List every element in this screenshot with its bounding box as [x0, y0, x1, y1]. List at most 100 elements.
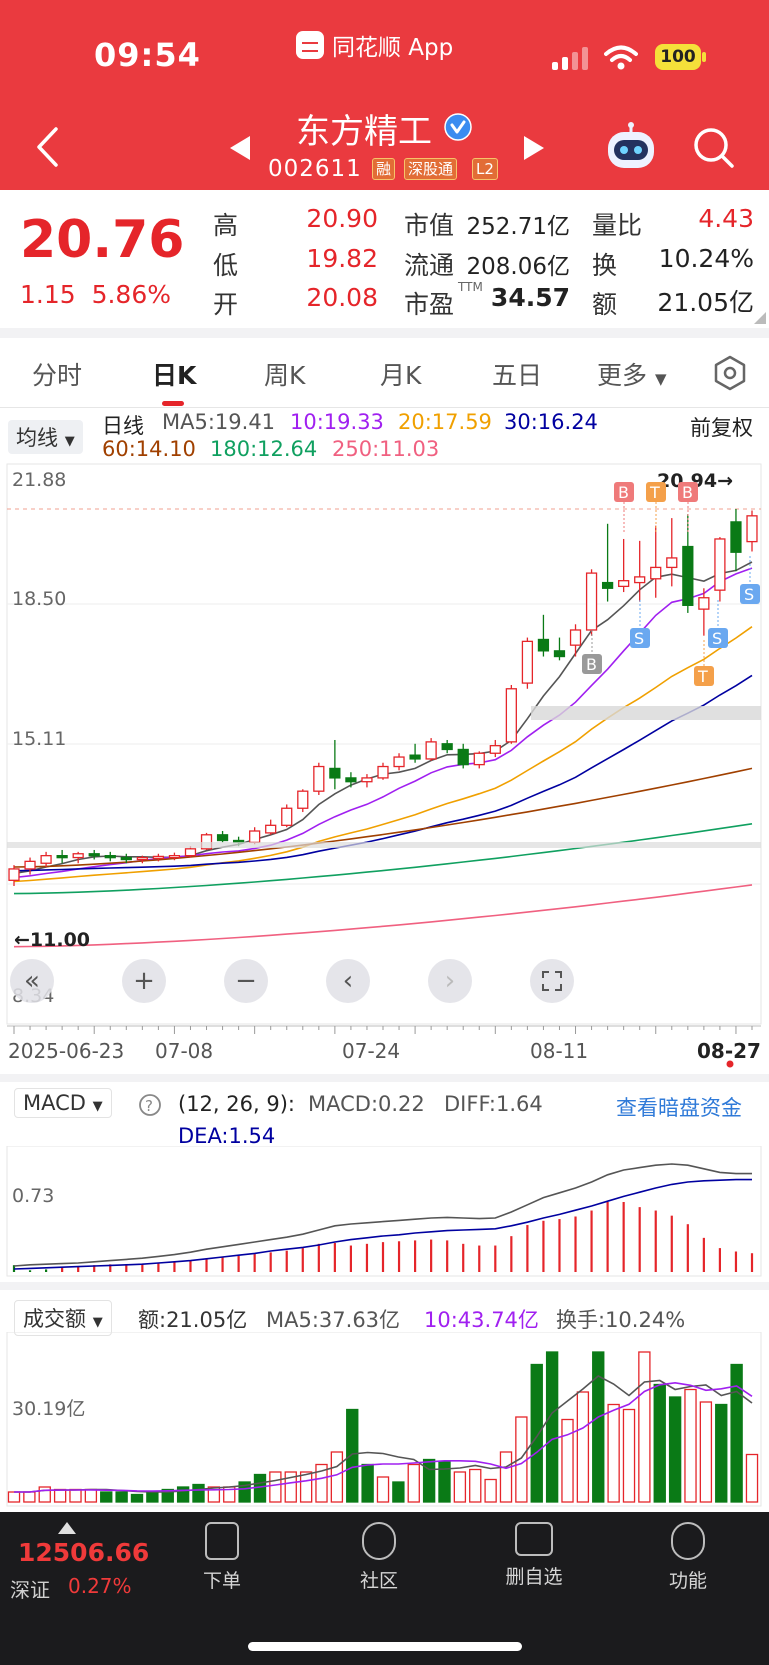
volume-bar	[561, 1418, 574, 1503]
ma180-legend: 180:12.64	[210, 437, 318, 461]
fullscreen-button[interactable]	[530, 959, 574, 1003]
candle-body	[682, 545, 694, 606]
candle-body	[521, 640, 534, 684]
functions-button[interactable]: 功能	[638, 1522, 738, 1593]
volume-bar	[715, 1403, 728, 1503]
tab-monthly-k[interactable]: 月K	[380, 361, 422, 390]
next-stock-icon[interactable]	[522, 134, 546, 162]
signal-t	[694, 666, 714, 686]
ma10-legend: 10:19.33	[290, 410, 384, 434]
macd-line	[13, 1178, 752, 1270]
header: 09:54 同花顺 App 100 东方精工 002611	[0, 0, 769, 190]
volume-ma5: MA5:37.63亿	[266, 1308, 401, 1332]
volume-amount: 额:21.05亿	[138, 1308, 248, 1332]
section-divider	[0, 328, 769, 338]
candle-body	[441, 743, 453, 751]
prev-stock-icon[interactable]	[228, 134, 252, 162]
volume-bar	[699, 1401, 713, 1503]
tab-more[interactable]: 更多 ▼	[597, 356, 667, 392]
volume-bar	[484, 1478, 497, 1503]
volratio-value: 4.43	[698, 204, 754, 233]
volume-dropdown[interactable]: 成交额 ▼	[14, 1300, 112, 1336]
tab-five-day[interactable]: 五日	[492, 361, 543, 390]
volume-bar	[361, 1463, 374, 1503]
amount-value: 21.05亿	[657, 288, 754, 317]
search-icon[interactable]	[692, 126, 736, 170]
amount-label: 额	[592, 290, 618, 319]
volume-bar	[192, 1483, 205, 1503]
zoom-out-button[interactable]: −	[224, 959, 268, 1003]
help-icon[interactable]: ?	[138, 1093, 162, 1117]
candle-body	[650, 566, 662, 580]
candle-body	[569, 629, 582, 646]
community-button[interactable]: 社区	[329, 1522, 429, 1593]
candle-body	[618, 580, 630, 588]
volume-bar	[23, 1491, 36, 1503]
indicator-dropdown[interactable]: 均线 ▼	[8, 420, 83, 454]
candle-body	[457, 748, 469, 766]
order-button[interactable]: 下单	[172, 1522, 272, 1593]
level2-tag: L2	[472, 158, 498, 180]
tab-weekly-k[interactable]: 周K	[264, 361, 306, 390]
remove-watchlist-button[interactable]: 删自选	[484, 1522, 584, 1589]
candle-body	[104, 855, 116, 859]
candle-body	[714, 538, 726, 591]
back-icon[interactable]	[34, 126, 60, 168]
signal-s	[740, 584, 760, 604]
pan-right-button[interactable]: ›	[428, 959, 472, 1003]
float-value: 208.06亿	[466, 254, 570, 280]
low-value: 19.82	[306, 244, 378, 273]
candle-body	[249, 830, 261, 844]
adjust-toggle[interactable]: 前复权	[690, 416, 753, 440]
macd-dropdown[interactable]: MACD ▼	[14, 1088, 112, 1118]
volume-bar	[315, 1463, 328, 1503]
indicator-dropdown-label: 均线	[16, 426, 58, 450]
volume-bar	[7, 1491, 21, 1503]
ma60-legend: 60:14.10	[102, 437, 196, 461]
index-value[interactable]: 12506.66	[18, 1538, 150, 1567]
fullscreen-icon	[542, 971, 562, 991]
robot-assistant-icon[interactable]	[604, 122, 658, 174]
wifi-icon	[604, 45, 638, 70]
pan-left-button[interactable]: ‹	[326, 959, 370, 1003]
tab-daily-k[interactable]: 日K	[152, 361, 197, 390]
star-circle-icon	[362, 1522, 396, 1560]
volume-bar	[69, 1488, 82, 1503]
y-label-low: 15.11	[12, 728, 66, 750]
volratio-label: 量比	[592, 211, 643, 240]
rewind-button[interactable]: «	[10, 959, 54, 1003]
candle-body	[746, 515, 758, 543]
dark-pool-link[interactable]: 查看暗盘资金	[616, 1096, 742, 1120]
chevron-right-icon: ›	[444, 966, 456, 996]
expand-corner-icon[interactable]	[754, 312, 766, 324]
candle-body	[537, 638, 550, 652]
float-label: 流通	[404, 251, 455, 280]
zoom-in-button[interactable]: +	[122, 959, 166, 1003]
double-chevron-left-icon: «	[24, 966, 40, 996]
candle-body	[216, 834, 229, 842]
change-percent: 5.86%	[91, 280, 171, 309]
diff-value: DIFF:1.64	[444, 1092, 543, 1116]
volume-bar	[392, 1481, 405, 1503]
candle-body	[313, 765, 325, 792]
index-name: 深证	[10, 1578, 50, 1602]
svg-text:S: S	[712, 629, 722, 648]
y-label-mid: 18.50	[12, 588, 66, 610]
volume-bar	[53, 1488, 67, 1503]
signal-b	[678, 482, 698, 502]
settings-hexagon-icon[interactable]	[712, 355, 748, 391]
volume-bar	[207, 1486, 221, 1503]
volume-bar	[453, 1471, 467, 1503]
high-value: 20.90	[306, 204, 378, 233]
candle-body	[698, 597, 710, 610]
tab-timeshare[interactable]: 分时	[32, 361, 83, 390]
kline-chart[interactable]: 21.88 18.50 15.11 8.34 20.94→ ←11.00 B T…	[0, 460, 769, 1080]
volume-bar	[745, 1453, 759, 1503]
volume-dropdown-label: 成交额	[23, 1307, 86, 1331]
max-price-marker: 20.94→	[657, 470, 733, 492]
svg-text:?: ?	[145, 1097, 153, 1115]
volume-bar	[622, 1408, 636, 1503]
open-value: 20.08	[306, 283, 378, 312]
candle-body	[136, 856, 148, 861]
volume-bar	[407, 1463, 420, 1503]
